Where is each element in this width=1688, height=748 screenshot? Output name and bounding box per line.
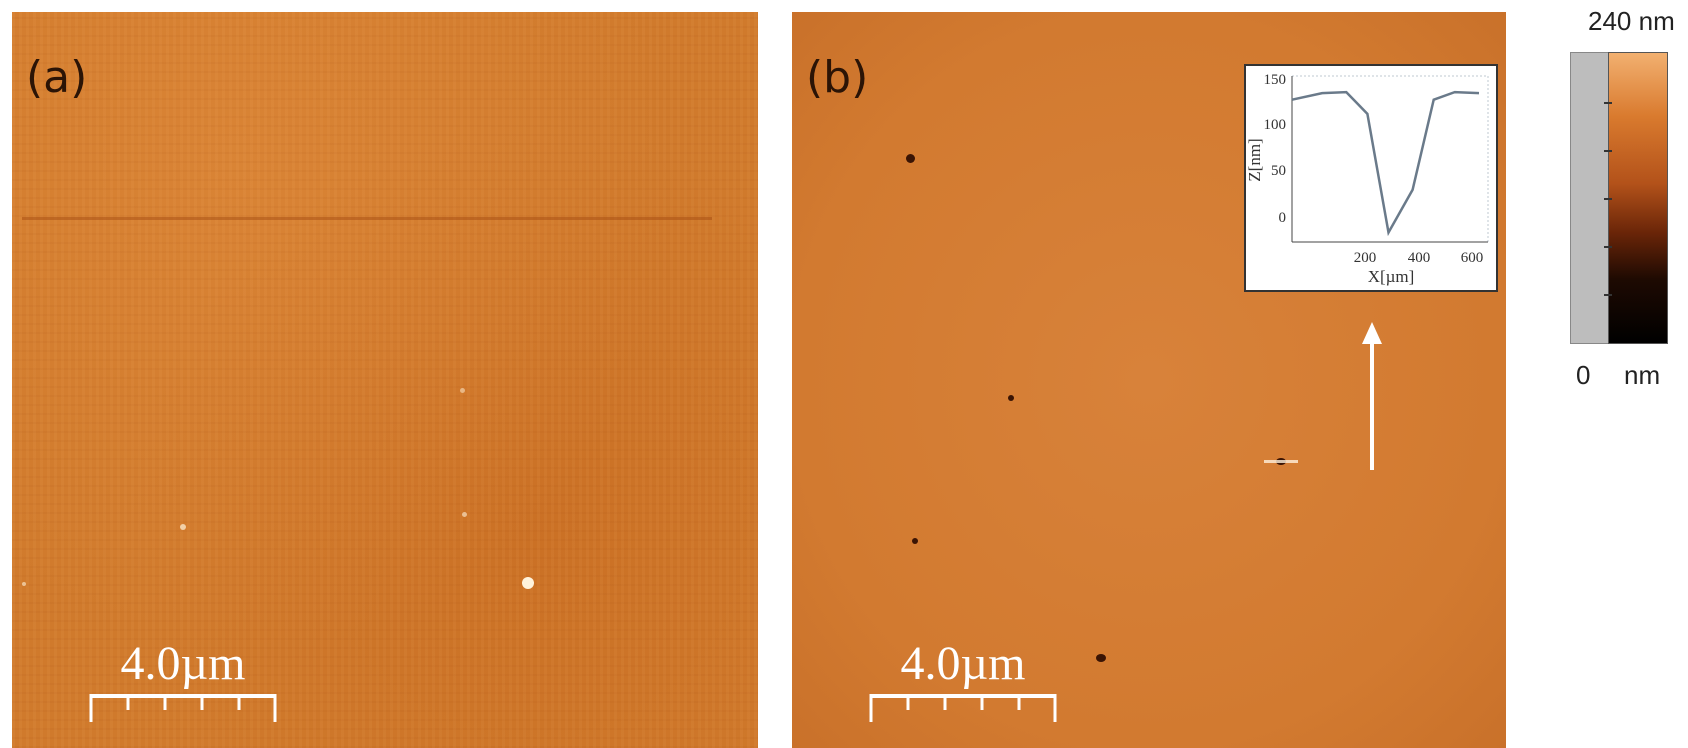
colorbar-min-value: 0 [1576, 360, 1591, 390]
bright-particle [22, 582, 26, 586]
pit-defect [906, 154, 915, 163]
profile-line [1291, 90, 1480, 237]
colorbar-gray-strip [1570, 52, 1610, 344]
y-tick-label: 0 [1279, 210, 1287, 226]
y-tick-label: 50 [1271, 163, 1286, 179]
afm-image-panel-a: (a) 4.0µm [12, 12, 758, 748]
pit-marker-line [1264, 460, 1298, 463]
plot-frame [1291, 75, 1489, 243]
colorbar-max-label: 240 nm [1588, 6, 1675, 36]
profile-plot: 200 400 600 0 50 100 150 X[µm] Z[nm] [1245, 72, 1489, 286]
y-tick-label: 100 [1264, 117, 1287, 133]
scale-bar-label: 4.0µm [120, 637, 246, 690]
bright-particle [522, 577, 534, 589]
x-tick-label: 400 [1408, 250, 1431, 266]
x-tick-label: 200 [1354, 250, 1377, 266]
panel-label: (b) [806, 52, 869, 103]
bright-particle [462, 512, 467, 517]
colorbar-tick [1604, 294, 1612, 296]
colorbar-tick [1604, 102, 1612, 104]
y-axis-label: Z[nm] [1246, 138, 1264, 181]
scale-bar-ruler [869, 694, 1057, 722]
y-tick-label: 150 [1264, 72, 1287, 88]
bright-particle [460, 388, 465, 393]
scale-bar-label: 4.0µm [900, 637, 1026, 690]
scale-bar: 4.0µm [868, 640, 1058, 724]
arrow-up-icon [1362, 322, 1382, 470]
x-tick-label: 600 [1461, 250, 1484, 266]
colorbar-tick [1604, 150, 1612, 152]
pit-defect [912, 538, 918, 544]
x-axis-label: X[µm] [1368, 267, 1415, 286]
colorbar-tick [1604, 246, 1612, 248]
scan-line-artifact [22, 217, 712, 220]
height-colorbar: 240 nm 0 nm [1560, 0, 1688, 400]
scale-bar: 4.0µm [88, 640, 278, 724]
afm-image-panel-b: (b) 200 400 600 0 50 100 150 X[µm] Z[nm]… [792, 12, 1506, 748]
scale-bar-ruler [89, 694, 277, 722]
colorbar-min-unit: nm [1624, 360, 1661, 390]
colorbar-tick [1604, 198, 1612, 200]
panel-label: (a) [26, 52, 88, 103]
bright-particle [180, 524, 186, 530]
pit-defect [1096, 654, 1106, 662]
colorbar-gradient [1608, 52, 1668, 344]
pit-defect [1008, 395, 1014, 401]
depth-profile-inset: 200 400 600 0 50 100 150 X[µm] Z[nm] [1244, 64, 1498, 292]
